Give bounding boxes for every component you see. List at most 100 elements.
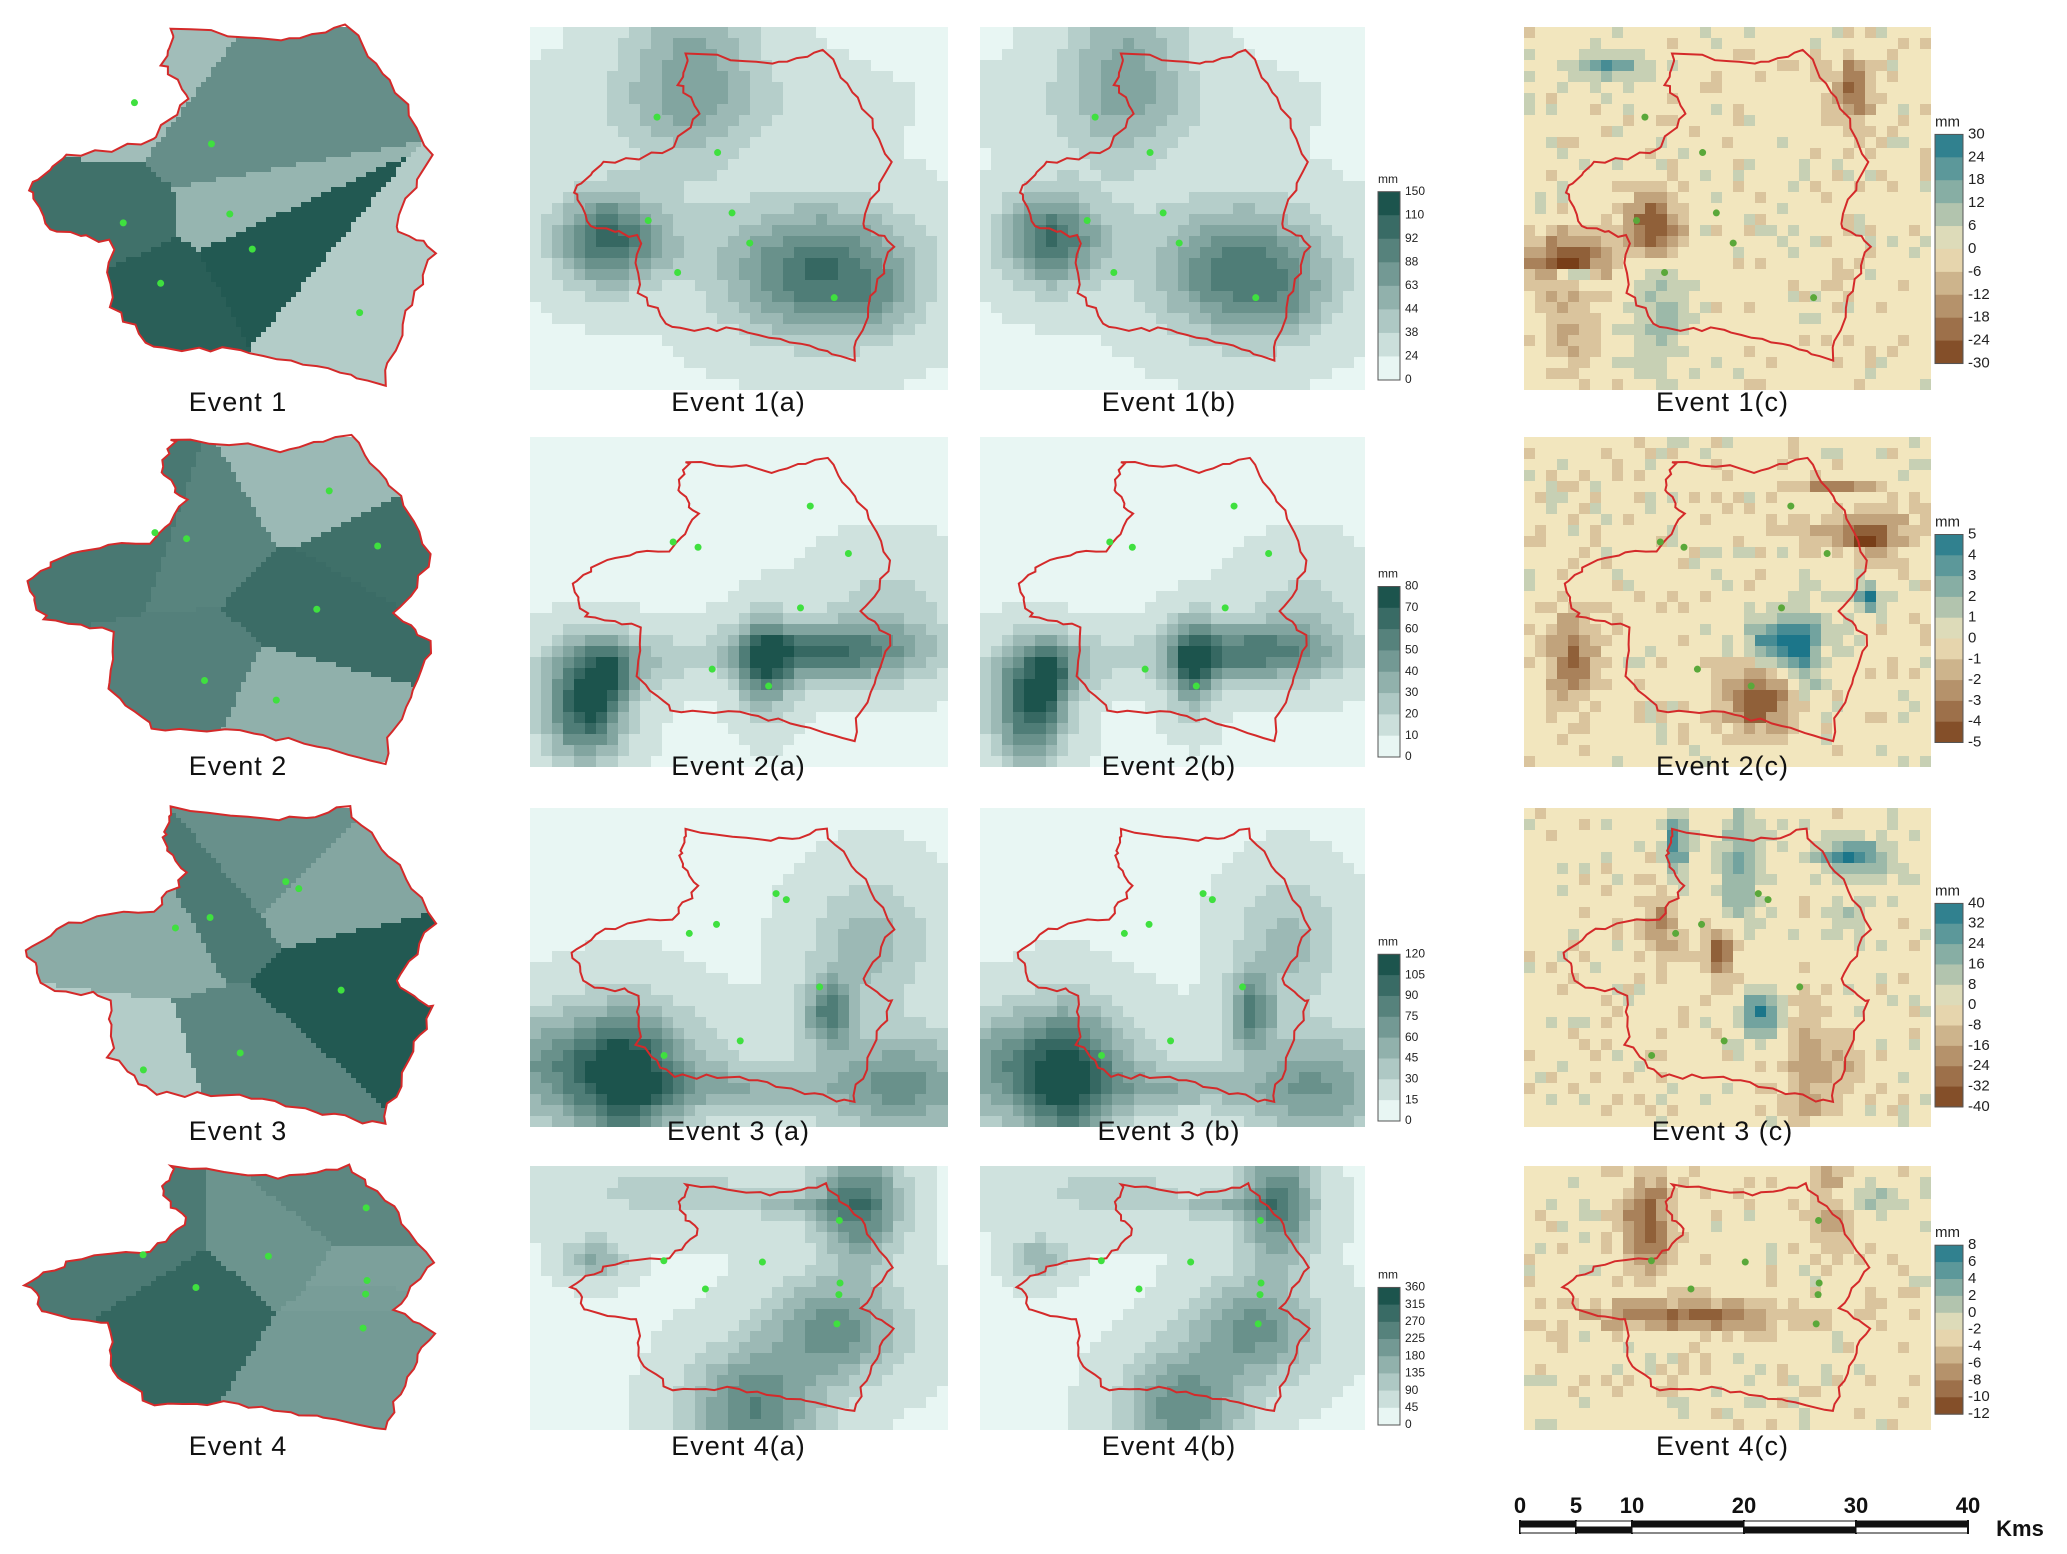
legend-tick-label: 8 [1968, 976, 1976, 993]
rain-gauge [207, 140, 215, 148]
raster-cells [563, 635, 849, 734]
raster [1524, 27, 1931, 390]
panel-caption: Event 4(a) [671, 1431, 806, 1461]
rain-gauge [206, 913, 214, 921]
rain-gauge [1648, 1051, 1656, 1059]
legend-swatch [1935, 317, 1963, 342]
raster-cells [1035, 1050, 1090, 1105]
raster-cells [1579, 1166, 1843, 1331]
scale-bar: 0 5 10 20 30 40 Kms [1514, 1493, 2044, 1541]
raster [530, 1166, 948, 1430]
legend-swatch [1935, 271, 1963, 296]
legend-tick-label: -10 [1968, 1388, 1990, 1405]
legend-frame [1934, 534, 1964, 743]
legend-swatch [1935, 1045, 1963, 1067]
rain-gauge [1741, 1258, 1749, 1266]
legend-swatch [1378, 262, 1400, 287]
rain-gauge [728, 209, 736, 217]
legend-tick-label: -12 [1968, 286, 1990, 303]
raster-cells [530, 1166, 948, 1430]
raster-cells [530, 27, 948, 390]
rain-gauge [758, 1258, 766, 1266]
rain-gauge [1256, 1291, 1264, 1299]
rain-gauge [139, 1251, 147, 1259]
legend-tick-label: 90 [1405, 1383, 1419, 1397]
raster-cells [146, 437, 276, 612]
raster-cells [1601, 60, 1612, 71]
legend-tick-label: 15 [1405, 1092, 1419, 1106]
panel-caption: Event 4(b) [1102, 1431, 1237, 1461]
raster-cells [530, 437, 948, 767]
raster-cells [728, 1177, 882, 1430]
panel-caption: Event 4 [189, 1431, 288, 1461]
legend-tick-label: 0 [1405, 1113, 1412, 1127]
raster-cells [221, 547, 431, 697]
raster-cells [206, 1311, 436, 1430]
legend-swatch [1935, 1312, 1963, 1331]
rain-gauge [1141, 665, 1149, 673]
raster-cells [530, 885, 948, 1127]
rain-gauge [1083, 216, 1091, 224]
raster-cells [1013, 635, 1222, 723]
map-panel [21, 1163, 437, 1431]
map-panel [1524, 1166, 1931, 1430]
scale-segment [1855, 1526, 1969, 1534]
legend-frame [1934, 902, 1964, 1108]
map-panel [1524, 808, 1931, 1127]
rain-gauge [1199, 890, 1207, 898]
raster [29, 27, 436, 386]
rain-gauge [362, 1204, 370, 1212]
raster-cells [1524, 27, 1931, 390]
rain-gauge [1754, 890, 1762, 898]
legend-tick-label: 150 [1405, 184, 1425, 198]
basin-outline [1564, 48, 1873, 363]
scale-tick-label: 10 [1620, 1493, 1644, 1518]
scale-tick-label: 20 [1732, 1493, 1756, 1518]
rain-gauge [736, 1037, 744, 1045]
basin-outline [572, 48, 896, 362]
rain-gauge [746, 239, 754, 247]
raster [1524, 1166, 1931, 1430]
raster-cells [563, 635, 882, 734]
rain-gauge [1257, 1279, 1265, 1287]
rain-gauge [359, 1324, 367, 1332]
rain-gauge [1097, 1257, 1105, 1265]
scale-segment [1575, 1520, 1633, 1528]
rain-gauge [313, 605, 321, 613]
legend-tick-label: 8 [1968, 1236, 1976, 1253]
legend-tick-label: 0 [1968, 240, 1976, 257]
legend-unit: mm [1378, 567, 1398, 581]
rain-gauge [151, 529, 159, 537]
raster-cells [980, 830, 1365, 1127]
raster-cells [1711, 940, 1722, 962]
rain-gauge [1120, 929, 1128, 937]
legend-unit: mm [1935, 513, 1960, 530]
raster-cells [1744, 580, 1876, 690]
legend-swatch [1935, 1262, 1963, 1280]
raster-cells [1002, 27, 1332, 335]
raster-cells [1524, 437, 1931, 767]
legend-tick-label: 60 [1405, 1030, 1419, 1044]
legend-swatch [1935, 1295, 1963, 1314]
scale-segment [1575, 1526, 1633, 1534]
legend-swatch [1935, 180, 1963, 204]
map-panel [980, 1166, 1365, 1430]
scale-tick-label: 5 [1570, 1493, 1582, 1518]
rain-gauge [1239, 983, 1247, 991]
raster-cells [552, 624, 915, 756]
map-panel [530, 1166, 948, 1430]
legend-swatch [1378, 975, 1400, 997]
basin-outline [1560, 1181, 1872, 1413]
legend-swatch [1935, 638, 1963, 660]
ab-legend: mm 80 70 60 50 40 30 20 10 0 [1377, 567, 1419, 763]
raster-cells [530, 525, 948, 767]
rain-gauge [1175, 239, 1183, 247]
legend-tick-label: 24 [1405, 349, 1419, 363]
legend-frame [1377, 191, 1401, 381]
raster-cells [530, 973, 948, 1127]
raster-cells [1524, 60, 1876, 357]
legend-swatch [1378, 629, 1400, 651]
scale-tick-label: 0 [1514, 1493, 1526, 1518]
legend-swatch [1378, 285, 1400, 310]
legend-swatch [1378, 332, 1400, 357]
